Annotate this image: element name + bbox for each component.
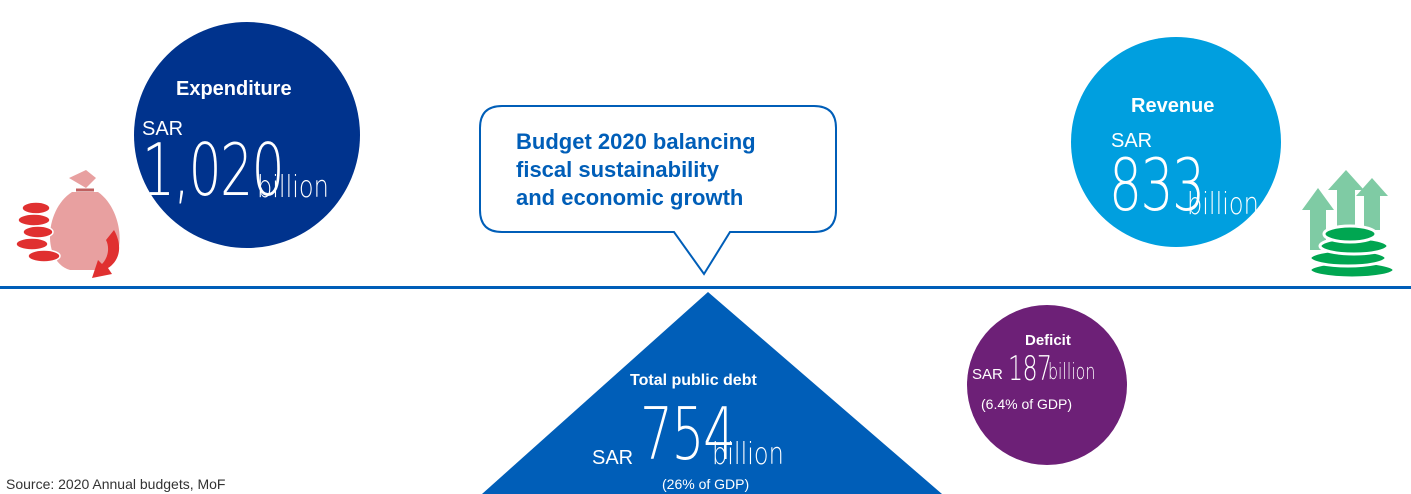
deficit-circle: Deficit SAR 187 billion (6.4% of GDP) <box>967 305 1127 465</box>
deficit-note: (6.4% of GDP) <box>981 396 1073 412</box>
title-line-3: and economic growth <box>516 185 744 210</box>
debt-value: 754 <box>640 392 736 476</box>
expenditure-unit: billion <box>257 170 329 205</box>
expenditure-label: Expenditure <box>176 78 292 100</box>
speech-bubble <box>479 105 837 276</box>
revenue-value: 833 <box>1109 143 1205 227</box>
deficit-amount: 187 <box>1008 349 1070 389</box>
coin-stack-icon <box>1308 224 1396 278</box>
expenditure-circle: Expenditure SAR 1,020 billion <box>134 22 360 248</box>
up-arrows-icon <box>1302 170 1396 278</box>
expenditure-amount: 1,020 <box>142 128 338 212</box>
title-line-1: Budget 2020 balancing <box>516 129 756 154</box>
debt-amount: 754 <box>640 392 771 476</box>
expenditure-value: 1,020 <box>142 128 285 212</box>
deficit-unit: billion <box>1048 360 1096 385</box>
deficit-label: Deficit <box>1025 332 1071 349</box>
title-line-2: fiscal sustainability <box>516 157 719 182</box>
debt-label: Total public debt <box>630 372 757 389</box>
deficit-currency: SAR <box>972 366 1003 383</box>
debt-currency: SAR <box>592 447 634 469</box>
debt-unit: billion <box>712 437 784 472</box>
debt-triangle <box>482 292 942 494</box>
expenditure-currency: SAR <box>142 118 184 140</box>
revenue-currency: SAR <box>1111 130 1153 152</box>
source-note: Source: 2020 Annual budgets, MoF <box>6 476 226 492</box>
debt-note: (26% of GDP) <box>662 476 750 492</box>
money-bag-icon <box>15 170 120 278</box>
deficit-value: 187 <box>1008 349 1052 389</box>
revenue-label: Revenue <box>1131 95 1215 117</box>
balance-line <box>0 286 1411 289</box>
revenue-circle: Revenue SAR 833 billion <box>1071 37 1281 247</box>
revenue-amount: 833 <box>1109 143 1240 227</box>
revenue-unit: billion <box>1187 187 1259 222</box>
